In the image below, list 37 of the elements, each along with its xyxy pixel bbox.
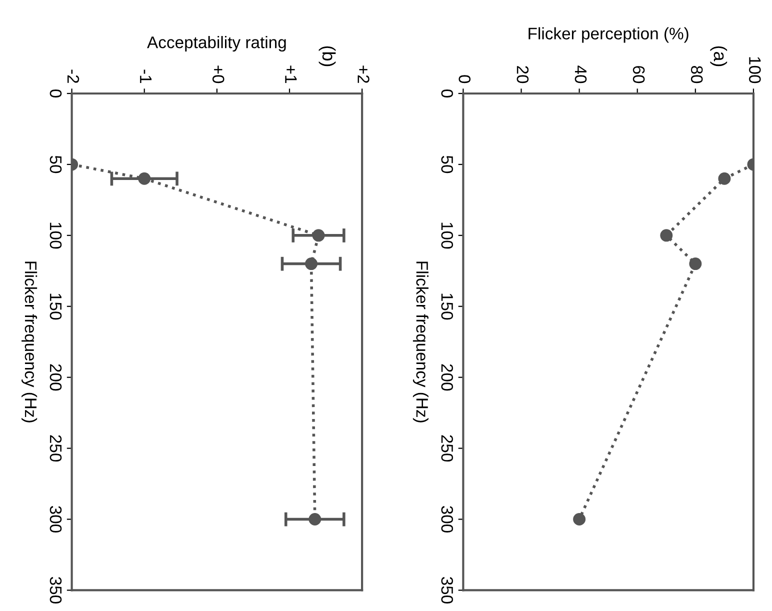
x-tick-label: +2 [358, 66, 370, 83]
y-tick-label: 50 [50, 156, 62, 174]
y-axis-title: Flicker frequency (Hz) [412, 262, 428, 422]
text: (a) [710, 46, 728, 66]
y-tick-label: 250 [50, 435, 62, 462]
point [660, 229, 673, 242]
x-tick-label: +0 [212, 66, 224, 84]
y-tick-label: 200 [50, 364, 62, 391]
x-axis-title: Flicker perception (%) [528, 27, 688, 43]
x-tick-label: 60 [632, 66, 645, 84]
point [689, 258, 702, 270]
y-tick-label: 100 [441, 222, 454, 249]
point [573, 513, 586, 526]
y-tick-label: 100 [50, 222, 62, 249]
y-tick-label: 50 [441, 156, 454, 174]
y-tick-label: 350 [50, 576, 62, 604]
y-tick-label: 0 [50, 90, 62, 98]
y-tick-label: 300 [441, 506, 454, 533]
text: (b) [318, 46, 336, 66]
y-tick-label: 250 [441, 435, 454, 462]
y-tick-label: 350 [441, 576, 454, 604]
x-tick-label: -2 [67, 70, 80, 83]
x-tick-label: 80 [690, 66, 703, 84]
x-tick-label: 0 [458, 75, 471, 84]
x-axis-title: Acceptability rating [147, 36, 286, 52]
y-axis-title: Flicker frequency (Hz) [22, 262, 38, 422]
y-tick-label: 300 [50, 506, 62, 533]
y-tick-label: 0 [441, 90, 454, 98]
x-tick-label: 20 [516, 66, 529, 84]
point [718, 172, 731, 185]
x-tick-label: +1 [285, 66, 297, 83]
x-tick-label: 40 [574, 66, 587, 84]
x-tick-label: 100 [749, 57, 761, 84]
y-tick-label: 150 [441, 294, 454, 320]
x-tick-label: -1 [140, 70, 152, 83]
y-tick-label: 200 [441, 364, 454, 391]
y-tick-label: 150 [50, 294, 62, 320]
